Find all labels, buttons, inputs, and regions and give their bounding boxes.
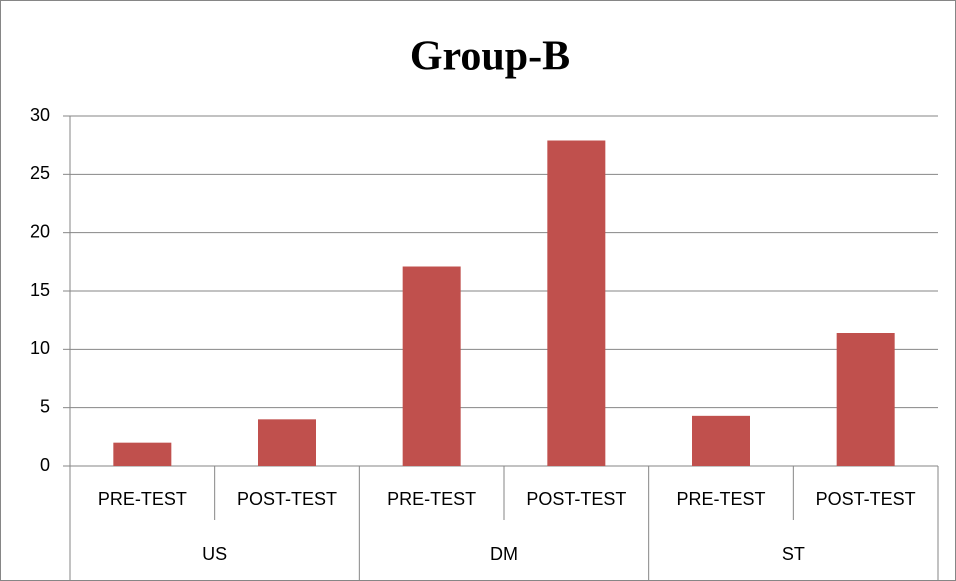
group-label: DM: [490, 544, 518, 564]
x-tick-label: PRE-TEST: [387, 489, 476, 509]
x-tick-label: POST-TEST: [816, 489, 916, 509]
group-label: ST: [782, 544, 805, 564]
x-tick-label: PRE-TEST: [98, 489, 187, 509]
y-tick-label: 10: [30, 338, 50, 358]
y-tick-label: 15: [30, 280, 50, 300]
y-tick-label: 30: [30, 105, 50, 125]
y-tick-label: 5: [40, 396, 50, 416]
bar: [402, 266, 461, 466]
chart-title: Group-B: [410, 34, 570, 80]
bar: [836, 333, 895, 466]
x-tick-label: POST-TEST: [237, 489, 337, 509]
y-tick-label: 0: [40, 455, 50, 475]
x-tick-label: PRE-TEST: [676, 489, 765, 509]
x-tick-label: POST-TEST: [526, 489, 626, 509]
y-tick-label: 25: [30, 163, 50, 183]
y-tick-label: 20: [30, 221, 50, 241]
bar: [692, 415, 750, 466]
group-label: US: [202, 544, 227, 564]
bar: [113, 442, 172, 466]
bar: [547, 140, 606, 466]
bar: [258, 419, 316, 466]
